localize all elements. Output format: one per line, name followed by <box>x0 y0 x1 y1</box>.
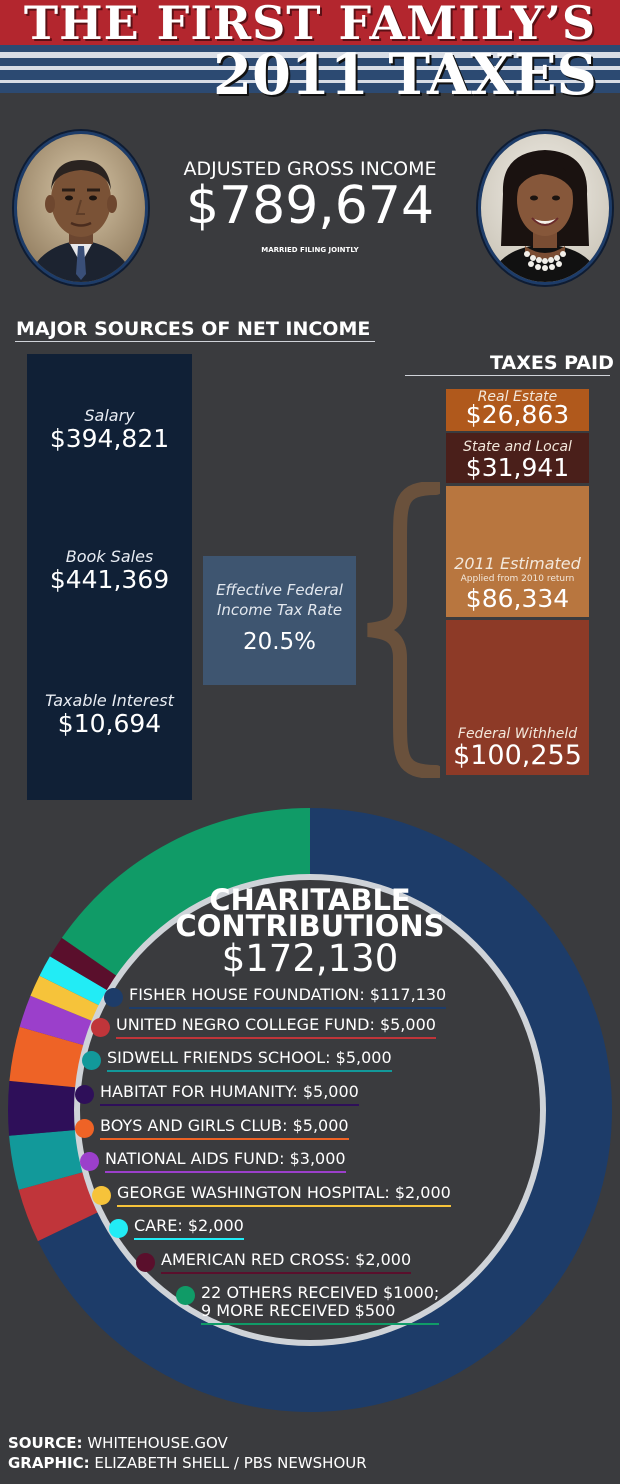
tax-box-estimated: 2011 Estimated Applied from 2010 return … <box>446 486 589 617</box>
legend-dot <box>92 1186 111 1205</box>
legend-dot <box>75 1085 94 1104</box>
tax-label-state-local: State and Local <box>463 439 572 455</box>
portrait-man-image <box>17 134 145 282</box>
legend-item: FISHER HOUSE FOUNDATION: $117,130 <box>104 986 447 1009</box>
legend-item: CARE: $2,000 <box>109 1217 244 1240</box>
effective-rate-label: Effective Federal Income Tax Rate <box>203 580 356 620</box>
legend-label: HABITAT FOR HUMANITY: $5,000 <box>100 1083 359 1106</box>
income-value-book-sales: $441,369 <box>49 565 170 594</box>
legend-label: BOYS AND GIRLS CLUB: $5,000 <box>100 1117 349 1140</box>
legend-label: 22 OTHERS RECEIVED $1000; 9 MORE RECEIVE… <box>201 1283 440 1325</box>
agi-value: $789,674 <box>185 176 435 236</box>
donut-center <box>80 880 540 1340</box>
tax-label-real-estate: Real Estate <box>477 389 558 405</box>
portrait-right <box>478 131 612 285</box>
header-stripe <box>0 80 620 83</box>
footer-graphic-label: GRAPHIC: <box>8 1454 90 1472</box>
portrait-woman-image <box>481 134 609 282</box>
footer-graphic-value: ELIZABETH SHELL / PBS NEWSHOUR <box>94 1454 367 1472</box>
legend-dot <box>104 988 123 1007</box>
tax-label-federal-withheld: Federal Withheld <box>457 726 578 742</box>
title-line1: THE FIRST FAMILY’S <box>23 0 597 50</box>
agi-label: ADJUSTED GROSS INCOME <box>183 158 437 180</box>
footer-source-label: SOURCE: <box>8 1434 83 1452</box>
income-label-interest: Taxable Interest <box>45 691 174 710</box>
legend-label-line2: 9 MORE RECEIVED $500 <box>201 1301 396 1320</box>
header-red-band <box>0 0 620 45</box>
legend-dot <box>82 1051 101 1070</box>
legend-label: FISHER HOUSE FOUNDATION: $117,130 <box>129 986 447 1009</box>
legend-item: UNITED NEGRO COLLEGE FUND: $5,000 <box>91 1016 436 1039</box>
charity-total: $172,130 <box>221 937 399 980</box>
tax-value-estimated: $86,334 <box>465 584 570 613</box>
title-line2: 2011 TAXES <box>213 42 597 108</box>
header-stripe <box>0 66 620 70</box>
legend-dot <box>80 1152 99 1171</box>
legend-item: BOYS AND GIRLS CLUB: $5,000 <box>75 1117 349 1140</box>
legend-item: SIDWELL FRIENDS SCHOOL: $5,000 <box>82 1049 392 1072</box>
legend-label-line1: 22 OTHERS RECEIVED $1000; <box>201 1283 440 1302</box>
income-label-salary: Salary <box>84 406 135 425</box>
tax-value-real-estate: $26,863 <box>465 400 570 429</box>
legend-dot <box>91 1018 110 1037</box>
tax-box-state-local: State and Local $31,941 <box>446 433 589 483</box>
legend-item: GEORGE WASHINGTON HOSPITAL: $2,000 <box>92 1184 451 1207</box>
filing-status: MARRIED FILING JOINTLY <box>261 246 359 254</box>
footer-source-value: WHITEHOUSE.GOV <box>87 1434 228 1452</box>
effective-rate-value: 20.5% <box>242 629 317 655</box>
charity-title-line1: CHARITABLE <box>209 883 411 917</box>
legend-label: GEORGE WASHINGTON HOSPITAL: $2,000 <box>117 1184 451 1207</box>
taxes-paid-underline <box>405 375 610 376</box>
taxes-paid-title: TAXES PAID <box>490 352 614 374</box>
legend-item: AMERICAN RED CROSS: $2,000 <box>136 1251 412 1274</box>
legend-dot <box>109 1219 128 1238</box>
legend-dot <box>176 1286 195 1305</box>
footer-source: SOURCE: WHITEHOUSE.GOV <box>8 1434 228 1452</box>
net-income-title: MAJOR SOURCES OF NET INCOME <box>16 318 371 340</box>
legend-label: SIDWELL FRIENDS SCHOOL: $5,000 <box>107 1049 392 1072</box>
legend-item: HABITAT FOR HUMANITY: $5,000 <box>75 1083 359 1106</box>
legend-label: NATIONAL AIDS FUND: $3,000 <box>105 1150 346 1173</box>
legend-item: NATIONAL AIDS FUND: $3,000 <box>80 1150 346 1173</box>
header-stripe <box>0 52 620 58</box>
net-income-underline <box>15 341 375 342</box>
effective-rate-box <box>203 556 356 685</box>
portrait-left <box>14 131 148 285</box>
tax-label-estimated: 2011 Estimated <box>454 554 581 573</box>
tax-value-state-local: $31,941 <box>465 453 570 482</box>
legend-dot <box>75 1119 94 1138</box>
legend-item: 22 OTHERS RECEIVED $1000; 9 MORE RECEIVE… <box>176 1283 440 1325</box>
legend-label: AMERICAN RED CROSS: $2,000 <box>161 1251 412 1274</box>
tax-box-federal-withheld: Federal Withheld $100,255 <box>446 620 589 775</box>
tax-note-estimated: Applied from 2010 return <box>460 574 575 584</box>
tax-value-federal-withheld: $100,255 <box>453 740 582 771</box>
legend-dot <box>136 1253 155 1272</box>
tax-box-real-estate: Real Estate $26,863 <box>446 389 589 431</box>
effective-rate-label-line1: Effective Federal <box>216 581 343 599</box>
income-label-book-sales: Book Sales <box>65 547 154 566</box>
legend-label: CARE: $2,000 <box>134 1217 244 1240</box>
income-value-interest: $10,694 <box>57 709 162 738</box>
curly-brace-icon <box>367 482 440 778</box>
income-value-salary: $394,821 <box>49 424 170 453</box>
charity-title-line2: CONTRIBUTIONS <box>175 909 445 943</box>
footer-graphic: GRAPHIC: ELIZABETH SHELL / PBS NEWSHOUR <box>8 1454 367 1472</box>
legend-label: UNITED NEGRO COLLEGE FUND: $5,000 <box>116 1016 436 1039</box>
effective-rate-label-line2: Income Tax Rate <box>216 601 343 619</box>
income-panel <box>27 354 192 800</box>
